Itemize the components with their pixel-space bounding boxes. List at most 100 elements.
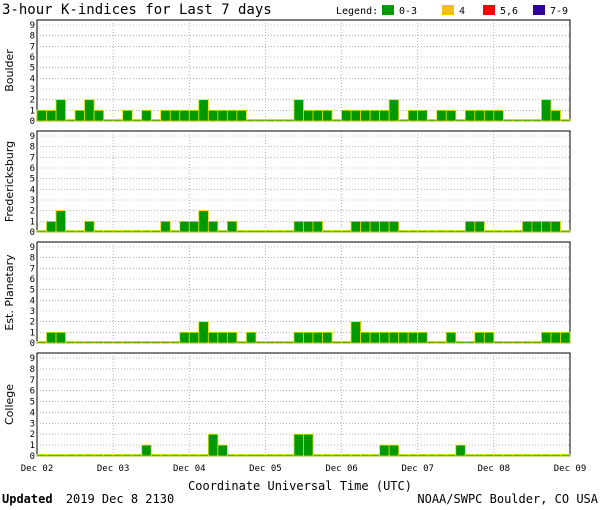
k-index-bar xyxy=(160,454,171,457)
k-index-bar xyxy=(55,99,66,122)
k-index-bar xyxy=(169,109,181,122)
k-index-bar xyxy=(464,454,476,457)
k-index-bar xyxy=(388,444,400,457)
k-index-bar xyxy=(103,230,114,233)
k-index-bar xyxy=(293,99,304,122)
k-index-bar xyxy=(455,119,466,122)
k-index-bar xyxy=(217,230,228,233)
k-index-bar xyxy=(350,220,362,233)
k-index-bar xyxy=(93,341,105,344)
k-index-bar xyxy=(141,109,152,122)
k-index-bar xyxy=(84,341,95,344)
k-index-bar xyxy=(131,454,143,457)
y-tick-label: 6 xyxy=(30,53,35,63)
x-date-label: Dec 02 xyxy=(21,464,54,474)
k-index-bar xyxy=(255,119,266,122)
k-index-bar xyxy=(303,433,314,457)
k-index-bar xyxy=(350,321,362,344)
k-index-bar xyxy=(255,454,266,457)
k-index-bar xyxy=(493,109,504,122)
k-index-bar xyxy=(341,109,352,122)
k-index-bar xyxy=(255,341,266,344)
k-index-bar xyxy=(464,341,476,344)
k-index-bar xyxy=(474,454,485,457)
k-index-bar xyxy=(150,341,162,344)
y-tick-label: 8 xyxy=(30,143,35,153)
k-index-bar xyxy=(245,119,257,122)
k-index-bar xyxy=(426,454,438,457)
k-index-bar xyxy=(341,230,352,233)
k-index-bar xyxy=(65,341,76,344)
y-tick-label: 2 xyxy=(30,430,35,440)
y-tick-label: 6 xyxy=(30,164,35,174)
k-index-bar xyxy=(474,331,485,344)
k-index-bar xyxy=(360,220,371,233)
k-index-bar xyxy=(112,230,124,233)
k-index-bar xyxy=(541,331,552,344)
k-index-bar xyxy=(236,109,247,122)
k-index-bar xyxy=(512,230,523,233)
k-index-bar xyxy=(474,220,485,233)
k-index-bar xyxy=(398,230,409,233)
k-index-bar xyxy=(426,119,438,122)
k-index-bar xyxy=(350,454,362,457)
legend-item-label: 7-9 xyxy=(550,6,568,17)
k-index-bar xyxy=(522,220,533,233)
k-index-bar xyxy=(207,331,219,344)
y-tick-label: 9 xyxy=(30,354,35,364)
k-index-bar xyxy=(436,341,447,344)
k-index-bar xyxy=(188,220,200,233)
k-index-bar xyxy=(36,230,47,233)
k-index-bar xyxy=(483,454,495,457)
k-index-bar xyxy=(255,230,266,233)
k-index-bar xyxy=(46,109,57,122)
y-tick-label: 0 xyxy=(30,339,35,349)
k-index-bar xyxy=(369,220,381,233)
k-index-bar xyxy=(131,341,143,344)
k-index-bar xyxy=(455,341,466,344)
y-tick-label: 1 xyxy=(30,441,35,451)
chart-title: 3-hour K-indices for Last 7 days xyxy=(2,2,272,18)
k-index-bar xyxy=(417,331,428,344)
k-index-bar xyxy=(198,99,209,122)
k-index-bar xyxy=(531,454,542,457)
k-index-bar xyxy=(74,454,85,457)
y-tick-label: 2 xyxy=(30,318,35,328)
k-index-bar xyxy=(169,230,181,233)
legend-item-label: 4 xyxy=(459,6,465,17)
k-index-bar xyxy=(112,341,124,344)
k-index-bar xyxy=(388,220,400,233)
y-tick-label: 5 xyxy=(30,398,35,408)
k-index-bar xyxy=(398,119,409,122)
y-tick-label: 9 xyxy=(30,132,35,142)
k-index-bar xyxy=(493,230,504,233)
k-index-bar xyxy=(322,109,333,122)
k-index-bar xyxy=(65,119,76,122)
legend-item-label: 0-3 xyxy=(399,6,417,17)
k-index-bar xyxy=(541,99,552,122)
k-index-bar xyxy=(464,109,476,122)
k-index-bar xyxy=(122,341,133,344)
k-index-bar xyxy=(445,331,457,344)
panel-series-label: Boulder xyxy=(3,49,16,92)
k-index-bar xyxy=(293,220,304,233)
k-index-bar xyxy=(512,341,523,344)
k-index-bar xyxy=(341,454,352,457)
k-index-bar xyxy=(236,454,247,457)
k-index-bar xyxy=(103,341,114,344)
k-index-bar xyxy=(112,119,124,122)
updated-label: Updated xyxy=(2,492,53,506)
k-index-bar xyxy=(93,109,105,122)
k-index-bar xyxy=(303,109,314,122)
k-index-bar xyxy=(502,454,514,457)
k-index-bar xyxy=(445,109,457,122)
y-tick-label: 3 xyxy=(30,419,35,429)
k-index-bar xyxy=(560,454,571,457)
k-index-bar xyxy=(265,119,276,122)
k-index-bar xyxy=(150,119,162,122)
k-index-bar xyxy=(198,454,209,457)
k-index-bar xyxy=(512,119,523,122)
k-index-bar xyxy=(226,220,238,233)
k-index-bar xyxy=(531,119,542,122)
y-tick-label: 2 xyxy=(30,207,35,217)
